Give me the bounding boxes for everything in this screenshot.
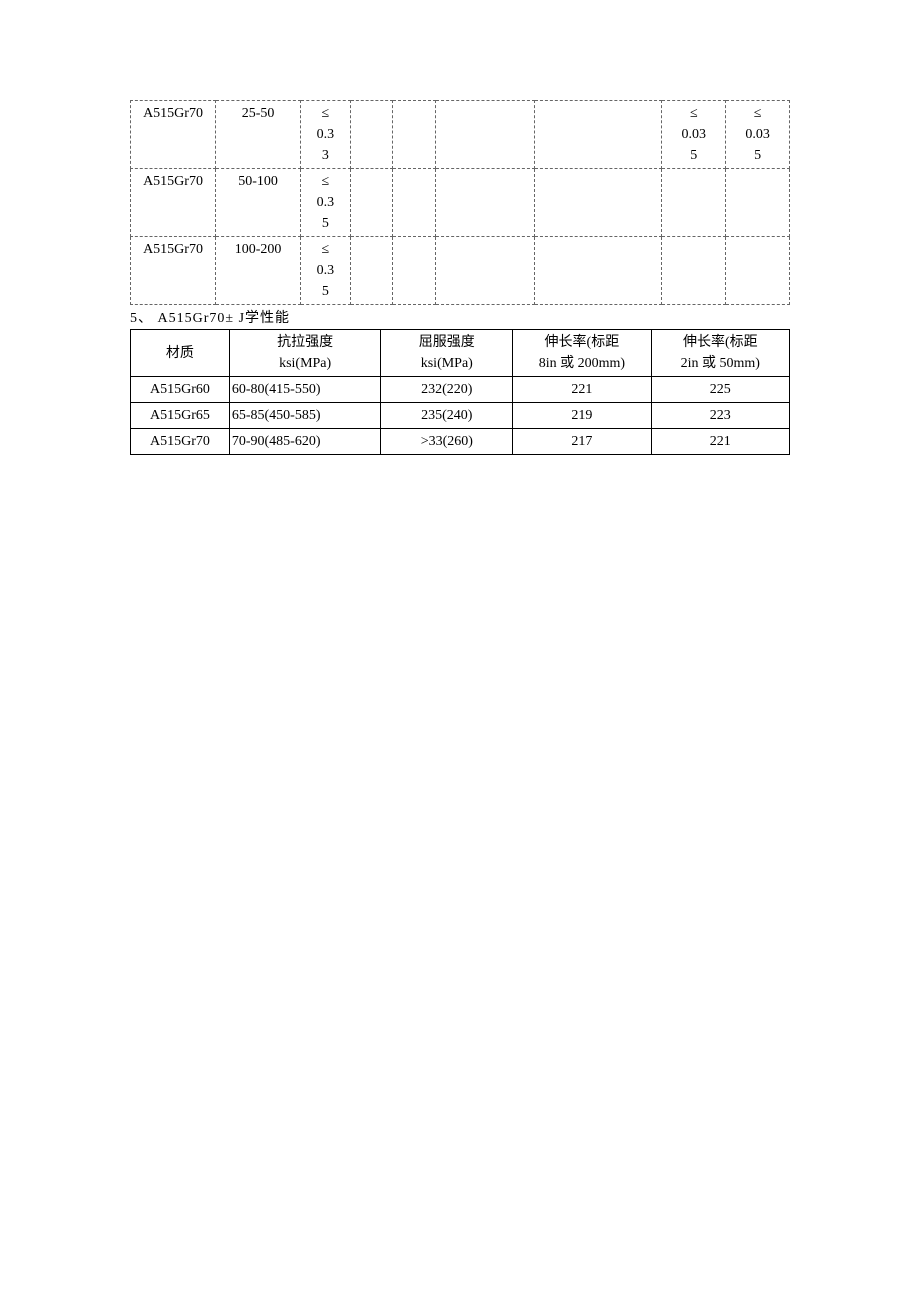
table-cell [726,169,790,237]
table-cell: ≤0.35 [301,169,351,237]
t1-body: A515Gr7025-50≤0.33≤0.035≤0.035A515Gr7050… [131,101,790,305]
t2-body: 材质抗拉强度ksi(MPa)屈服强度ksi(MPa)伸长率(标距8in 或 20… [131,330,790,455]
table-row: A515Gr7025-50≤0.33 ≤0.035≤0.035 [131,101,790,169]
table-cell [350,169,393,237]
table-cell [534,101,662,169]
table-cell: 232(220) [381,377,513,403]
table-cell: 25-50 [216,101,301,169]
table-row: A515Gr7070-90(485-620)>33(260)217221 [131,429,790,455]
table-cell: ≤0.35 [301,237,351,305]
table-cell: ≤0.035 [662,101,726,169]
table-cell: 221 [513,377,651,403]
table-cell: A515Gr70 [131,169,216,237]
table-cell: A515Gr70 [131,237,216,305]
table-cell: 60-80(415-550) [229,377,381,403]
table-cell: ≤0.33 [301,101,351,169]
table-row: A515Gr6565-85(450-585)235(240)219223 [131,403,790,429]
table-header-row: 材质抗拉强度ksi(MPa)屈服强度ksi(MPa)伸长率(标距8in 或 20… [131,330,790,377]
table-cell: 221 [651,429,789,455]
section-title: 5、 A515Gr70± J学性能 [130,307,790,327]
table-cell: 235(240) [381,403,513,429]
table-cell: A515Gr70 [131,101,216,169]
table-cell: A515Gr70 [131,429,230,455]
table-cell [435,101,534,169]
table-cell: 223 [651,403,789,429]
table-header-cell: 伸长率(标距8in 或 200mm) [513,330,651,377]
page-content: A515Gr7025-50≤0.33≤0.035≤0.035A515Gr7050… [0,0,920,455]
table-cell [662,237,726,305]
table-cell: A515Gr65 [131,403,230,429]
table-cell [534,237,662,305]
table-cell [393,101,436,169]
table-header-cell: 材质 [131,330,230,377]
chemical-composition-table-fragment: A515Gr7025-50≤0.33≤0.035≤0.035A515Gr7050… [130,100,790,305]
table-cell: ≤0.035 [726,101,790,169]
table-row: A515Gr70100-200≤0.35 [131,237,790,305]
table-header-cell: 屈服强度ksi(MPa) [381,330,513,377]
table-cell [350,101,393,169]
table-cell [393,169,436,237]
table-cell: 50-100 [216,169,301,237]
table-cell: 219 [513,403,651,429]
table-cell [726,237,790,305]
table-cell: 100-200 [216,237,301,305]
table-cell: A515Gr60 [131,377,230,403]
table-cell [393,237,436,305]
table-header-cell: 伸长率(标距2in 或 50mm) [651,330,789,377]
mechanical-properties-table: 材质抗拉强度ksi(MPa)屈服强度ksi(MPa)伸长率(标距8in 或 20… [130,329,790,455]
table-cell: 217 [513,429,651,455]
table-row: A515Gr7050-100≤0.35 [131,169,790,237]
table-header-cell: 抗拉强度ksi(MPa) [229,330,381,377]
table-cell [350,237,393,305]
table-cell: 70-90(485-620) [229,429,381,455]
table-cell: 65-85(450-585) [229,403,381,429]
table-cell [534,169,662,237]
table-row: A515Gr6060-80(415-550)232(220)221225 [131,377,790,403]
table-cell: >33(260) [381,429,513,455]
table-cell [662,169,726,237]
table-cell [435,169,534,237]
table-cell: 225 [651,377,789,403]
table-cell [435,237,534,305]
